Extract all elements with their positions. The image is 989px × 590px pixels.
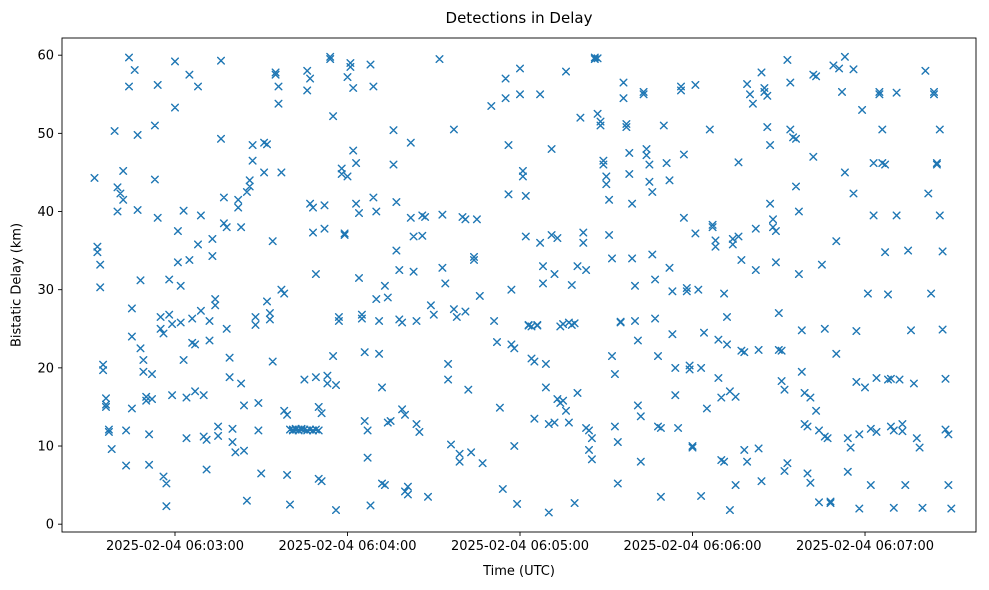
scatter-markers — [90, 52, 956, 517]
y-tick-label: 10 — [37, 440, 54, 455]
y-tick-label: 30 — [37, 283, 54, 298]
y-tick-label: 20 — [37, 361, 54, 376]
plot-frame — [61, 37, 977, 533]
x-axis-label: Time (UTC) — [483, 564, 555, 579]
x-tick-label: 2025-02-04 06:04:00 — [278, 539, 416, 554]
y-tick-label: 50 — [37, 127, 54, 142]
x-tick-label: 2025-02-04 06:05:00 — [451, 539, 589, 554]
chart-title: Detections in Delay — [445, 9, 593, 27]
x-tick-label: 2025-02-04 06:07:00 — [796, 539, 934, 554]
y-tick-label: 40 — [37, 205, 54, 220]
y-tick-label: 0 — [46, 518, 54, 533]
x-tick-label: 2025-02-04 06:03:00 — [106, 539, 244, 554]
x-tick-label: 2025-02-04 06:06:00 — [623, 539, 761, 554]
y-tick-label: 60 — [37, 49, 54, 64]
